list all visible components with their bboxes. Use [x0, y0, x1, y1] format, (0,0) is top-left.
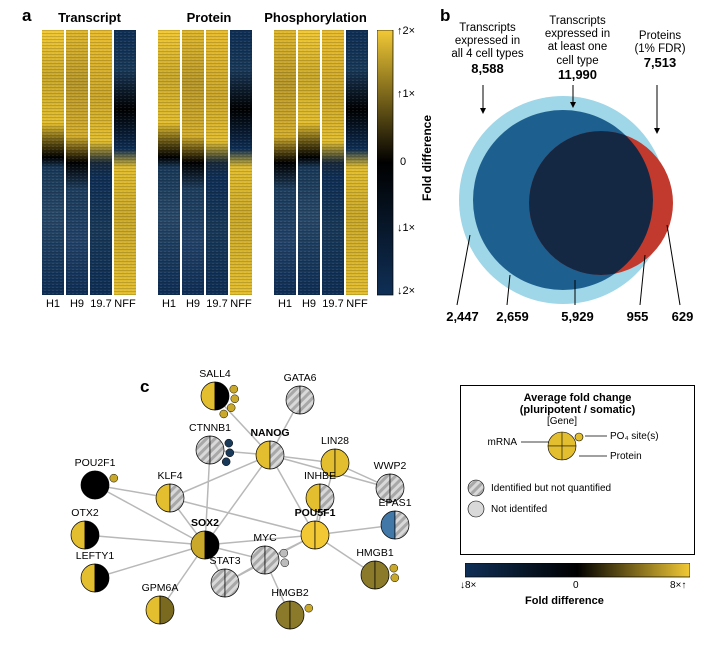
node-label-myc: MYC: [235, 532, 295, 544]
venn-diagram: [445, 85, 705, 325]
cbh-tick-mid: 0: [573, 580, 579, 591]
svg-text:PO₄ site(s): PO₄ site(s): [610, 431, 659, 442]
cbh-label: Fold difference: [525, 595, 604, 607]
node-label-epas1: EPAS1: [365, 497, 425, 509]
svg-text:mRNA: mRNA: [488, 437, 518, 448]
venn-count-1: 2,659: [496, 309, 529, 324]
venn-count-3: 955: [627, 309, 649, 324]
legend-glyph: [Gene] mRNA PO₄ site(s) Protein: [467, 416, 690, 474]
node-label-hmgb1: HMGB1: [345, 547, 405, 559]
venn-count-2: 5,929: [561, 309, 594, 324]
node-label-gata6: GATA6: [270, 372, 330, 384]
node-label-pou5f1: POU5F1: [285, 507, 345, 519]
node-label-sall4: SALL4: [185, 368, 245, 380]
node-label-pou2f1: POU2F1: [65, 457, 125, 469]
legend-quant-icon: [467, 479, 485, 497]
venn-count-0: 2,447: [446, 309, 479, 324]
legend-quant: Identified but not quantified: [491, 483, 611, 494]
node-label-nanog: NANOG: [240, 427, 300, 439]
node-label-gpm6a: GPM6A: [130, 582, 190, 594]
node-label-sox2: SOX2: [175, 517, 235, 529]
node-label-lin28: LIN28: [305, 435, 365, 447]
network-diagram: [0, 0, 440, 670]
legend-notid: Not identifed: [491, 504, 547, 515]
venn-right-text: Proteins (1% FDR): [634, 30, 685, 55]
node-label-klf4: KLF4: [140, 470, 200, 482]
cbh-tick-low: ↓8×: [460, 580, 476, 591]
node-label-lefty1: LEFTY1: [65, 550, 125, 562]
legend-notid-icon: [467, 500, 485, 518]
legend-title: Average fold change (pluripotent / somat…: [467, 392, 688, 416]
venn-left-n: 8,588: [471, 61, 504, 76]
cbh-tick-high: 8×↑: [670, 580, 686, 591]
venn-label-mid: Transcripts expressed in at least one ce…: [535, 15, 620, 83]
venn-mid-n: 11,990: [558, 67, 597, 82]
legend-gene: [Gene]: [547, 416, 577, 427]
node-label-inhbe: INHBE: [290, 470, 350, 482]
svg-text:Protein: Protein: [610, 451, 642, 462]
venn-mid-text: Transcripts expressed in at least one ce…: [545, 15, 610, 67]
venn-label-right: Proteins (1% FDR) 7,513: [625, 30, 695, 72]
node-label-ctnnb1: CTNNB1: [180, 422, 240, 434]
node-label-otx2: OTX2: [55, 507, 115, 519]
node-label-wwp2: WWP2: [360, 460, 420, 472]
node-label-stat3: STAT3: [195, 555, 255, 567]
node-label-hmgb2: HMGB2: [260, 587, 320, 599]
colorbar-horizontal: [465, 563, 690, 581]
venn-count-4: 629: [672, 309, 694, 324]
venn-right-n: 7,513: [644, 55, 677, 70]
venn-label-left: Transcripts expressed in all 4 cell type…: [445, 22, 530, 77]
legend-box: Average fold change (pluripotent / somat…: [460, 385, 695, 555]
venn-left-text: Transcripts expressed in all 4 cell type…: [451, 22, 523, 60]
